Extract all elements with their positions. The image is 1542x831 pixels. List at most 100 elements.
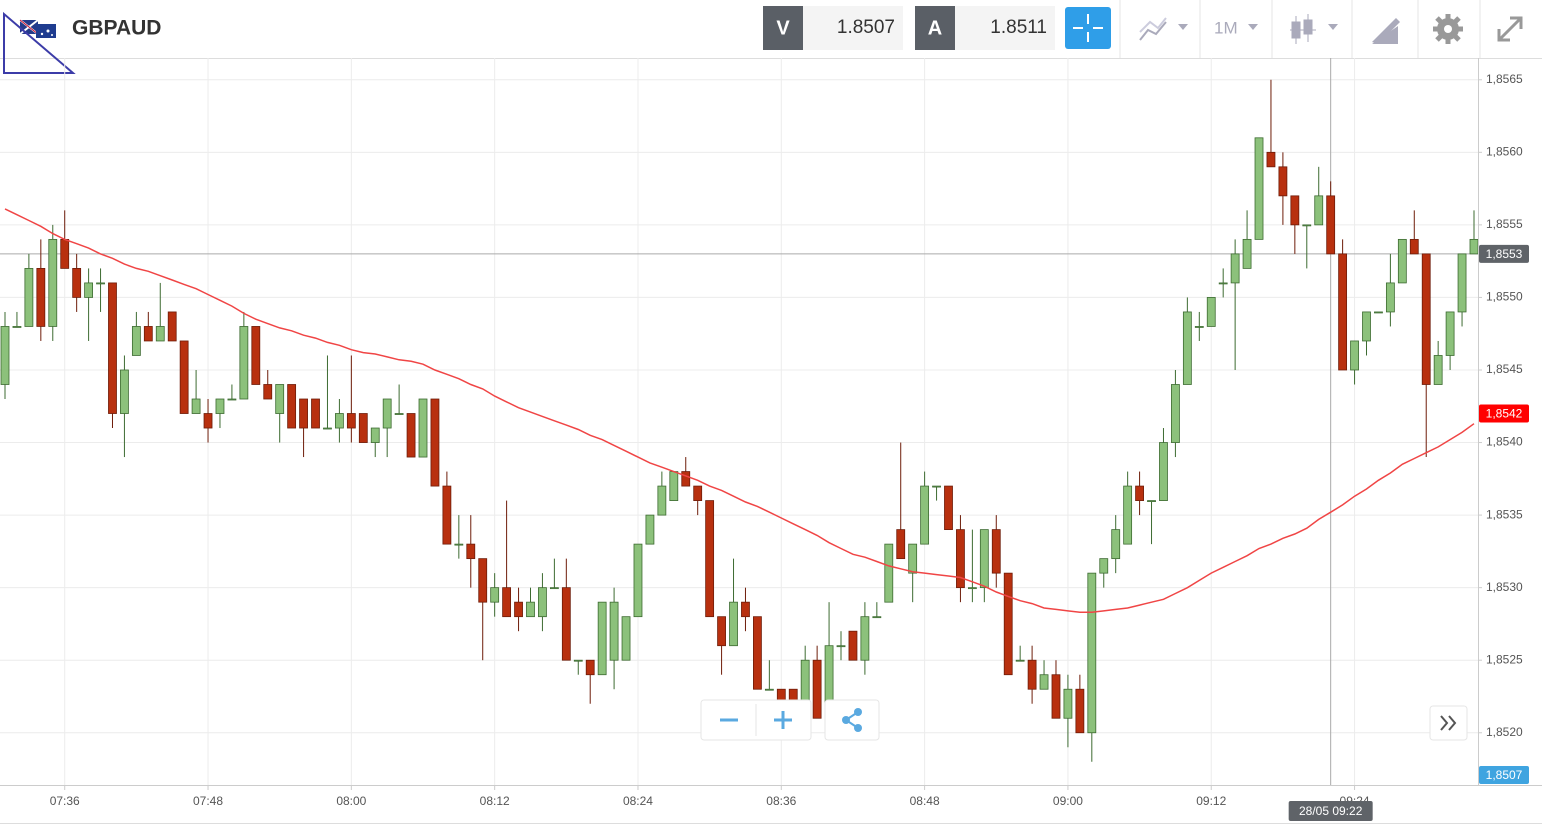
drawing-tool-button[interactable] <box>1372 18 1400 44</box>
candle-body <box>191 398 201 414</box>
candle-style-button[interactable] <box>1290 14 1338 44</box>
y-tick-label: 1,8565 <box>1486 72 1523 86</box>
y-tick-label: 1,8545 <box>1486 362 1523 376</box>
settings-button[interactable] <box>1433 14 1463 44</box>
candle-body <box>848 630 858 661</box>
candle-body <box>1374 311 1383 314</box>
candle-body <box>526 601 535 618</box>
candle-body <box>753 616 762 690</box>
candle-body <box>60 238 70 269</box>
share-button[interactable] <box>824 699 880 741</box>
candle-body <box>1397 238 1407 284</box>
ask-box[interactable]: A 1.8511 <box>915 6 1055 50</box>
candle-body <box>991 529 1001 574</box>
x-tick-label: 08:48 <box>910 794 940 808</box>
chart-type-button[interactable] <box>1139 17 1188 41</box>
candle-body <box>1278 166 1288 197</box>
candle-body <box>275 384 285 414</box>
candle-body <box>1266 151 1276 168</box>
candle-body <box>1194 326 1204 328</box>
toolbar-dividers <box>1119 0 1481 58</box>
candle-body <box>669 471 679 501</box>
candle-body <box>143 326 153 342</box>
ma-price-tag-bg <box>1479 404 1529 423</box>
candle-body <box>932 485 941 488</box>
zoom-in-button[interactable] <box>774 711 792 729</box>
timeframe: 1M <box>1214 18 1238 37</box>
candle-body <box>729 601 738 647</box>
candle-body <box>454 543 464 546</box>
candle-body <box>1039 674 1049 690</box>
candle-body <box>896 529 906 560</box>
candle-body <box>1123 485 1133 545</box>
bid-price: 1.8507 <box>837 17 895 38</box>
candle-body <box>131 326 141 356</box>
candle-body <box>645 514 655 545</box>
symbol: GBPAUD <box>72 17 161 40</box>
candle-body <box>621 616 631 661</box>
candle-body <box>299 398 308 429</box>
candle-body <box>884 543 894 603</box>
crosshair-time-label: 28/05 09:22 <box>1299 804 1363 818</box>
candle-body <box>287 384 297 429</box>
candle-body <box>1063 688 1073 719</box>
candle-body <box>96 282 105 285</box>
candle-body <box>239 326 249 400</box>
y-tick-label: 1,8540 <box>1486 435 1523 449</box>
candle-body <box>1314 195 1324 226</box>
bid-box[interactable]: V 1.8507 <box>763 6 903 50</box>
candle-body <box>24 268 34 327</box>
candle-body <box>741 601 750 618</box>
candle-body <box>1457 253 1467 313</box>
candle-body <box>1254 137 1264 240</box>
candle-body <box>1242 238 1252 269</box>
candle-body <box>538 587 547 618</box>
candle-body <box>693 485 703 501</box>
candle-body <box>979 529 989 589</box>
candle-body <box>609 601 619 661</box>
candle-body <box>1051 674 1061 719</box>
candle-body <box>1218 282 1228 285</box>
candle-body <box>0 326 10 385</box>
candle-body <box>418 398 428 458</box>
timeframe-button[interactable]: 1M <box>1214 18 1258 37</box>
candle-body <box>549 587 559 590</box>
bid-price-tag: 1,8507 <box>1486 768 1523 782</box>
candle-body <box>478 558 488 603</box>
y-tick-label: 1,8520 <box>1486 725 1523 739</box>
candle-body <box>323 427 332 430</box>
candle-body <box>442 485 452 545</box>
x-tick-label: 07:36 <box>50 794 80 808</box>
fullscreen-button[interactable] <box>1497 16 1523 42</box>
candle-body <box>561 587 571 661</box>
ask-label: A <box>928 17 942 39</box>
candle-body <box>812 659 822 719</box>
candle-body <box>920 485 930 545</box>
bid-price-tag-bg <box>1479 766 1529 784</box>
crosshair-button[interactable] <box>1065 7 1111 49</box>
candle-body <box>800 659 810 705</box>
candle-body <box>358 413 368 443</box>
x-tick-label: 07:48 <box>193 794 223 808</box>
candle-body <box>1338 253 1348 371</box>
candle-body <box>406 413 416 458</box>
y-tick-label: 1,8530 <box>1486 580 1523 594</box>
candle-body <box>514 601 523 618</box>
candle-body <box>573 659 583 662</box>
candle-body <box>215 398 225 414</box>
candle-body <box>1182 311 1192 385</box>
candle-body <box>1171 384 1180 443</box>
x-tick-label: 08:00 <box>336 794 366 808</box>
y-tick-label: 1,8555 <box>1486 217 1523 231</box>
candle-body <box>490 587 500 603</box>
candle-body <box>36 268 46 327</box>
zoom-controls <box>700 699 880 741</box>
crosshair-price-tag: 1,8553 <box>1486 247 1523 261</box>
candle-body <box>227 398 237 401</box>
scroll-latest-button[interactable] <box>1429 705 1468 741</box>
y-tick-label: 1,8525 <box>1486 652 1523 666</box>
candle-body <box>1135 485 1144 501</box>
candle-body <box>1350 340 1359 371</box>
